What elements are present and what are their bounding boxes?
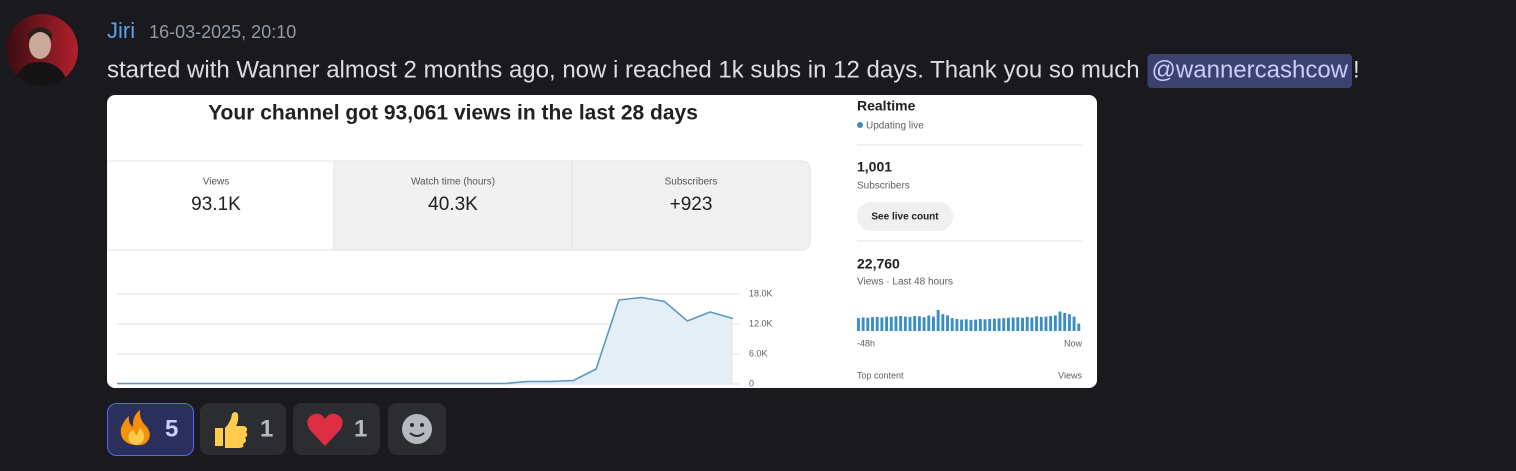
attachment-image[interactable]: Your channel got 93,061 views in the las… [107, 95, 1097, 388]
bar [997, 318, 1001, 331]
bar [1011, 317, 1015, 331]
area [117, 297, 733, 384]
tab-label: Views [203, 177, 230, 188]
thumbs-up-emoji [215, 412, 248, 448]
mention-background [1147, 54, 1352, 88]
bar [983, 319, 987, 331]
bar [913, 316, 917, 331]
views-label: Views · Last 48 hours [857, 277, 953, 288]
bar [1039, 316, 1043, 331]
subscriber-count: 1,001 [857, 159, 892, 175]
bar [932, 316, 935, 331]
bar [955, 319, 959, 331]
reaction-count: 1 [260, 415, 273, 442]
bar [1063, 313, 1067, 331]
bar [917, 316, 921, 331]
fire-core [128, 428, 144, 445]
bar [880, 317, 884, 331]
reaction-count: 5 [165, 415, 178, 442]
live-count-button[interactable] [857, 202, 953, 231]
bar [1016, 317, 1020, 331]
bar [1002, 318, 1006, 331]
bar [1030, 317, 1034, 331]
bar [1049, 316, 1053, 331]
bar [889, 316, 893, 331]
bar [978, 319, 982, 331]
tab-value: +923 [670, 194, 713, 215]
bar [1077, 323, 1081, 331]
bar [946, 315, 949, 331]
timestamp: 16-03-2025, 20:10 [149, 22, 296, 42]
message-end: ! [1353, 56, 1360, 83]
bar [866, 317, 870, 331]
bar [894, 316, 898, 331]
author[interactable]: Jiri [107, 18, 135, 43]
reaction-count: 1 [354, 415, 367, 442]
bar [899, 316, 903, 331]
bar [1072, 316, 1076, 331]
bar [969, 319, 973, 331]
bar [974, 319, 978, 331]
x-start-label: -48h [857, 338, 875, 348]
top-content-metric: Views [1058, 370, 1082, 380]
tab-label: Watch time (hours) [411, 177, 495, 188]
live-dot [857, 122, 863, 128]
views-count: 22,760 [857, 256, 900, 272]
realtime-status: Updating live [866, 121, 924, 132]
bar [936, 310, 940, 331]
y-tick-label: 6.0K [749, 348, 768, 358]
bar [964, 319, 968, 331]
eye [420, 423, 424, 427]
realtime-title: Realtime [857, 98, 916, 114]
bar [908, 316, 912, 331]
active-tab [107, 160, 335, 251]
bar [875, 316, 879, 331]
message-text: started with Wanner almost 2 months ago,… [107, 56, 1140, 83]
line [117, 296, 734, 385]
bar [992, 318, 996, 331]
eye [410, 423, 414, 427]
bar [1035, 316, 1039, 331]
y-tick-label: 18.0K [749, 288, 773, 298]
reactions: 5 1 1 [107, 403, 446, 456]
top-content: Top content [857, 370, 904, 380]
reaction-fire[interactable] [107, 403, 194, 456]
y-tick-label: 0 [749, 378, 754, 388]
bar [1021, 317, 1024, 331]
avatar[interactable] [6, 14, 78, 90]
bar [1044, 316, 1048, 331]
bar [1067, 314, 1071, 331]
bar [960, 319, 964, 331]
tab-value: 40.3K [428, 194, 478, 215]
heart-emoji [307, 413, 343, 446]
subscriber-label: Subscribers [857, 181, 910, 192]
y-tick-label: 12.0K [749, 318, 773, 328]
mention[interactable]: @wannercashcow [1152, 56, 1349, 83]
bar [1025, 316, 1029, 331]
add-reaction-icon [402, 414, 432, 444]
x-end-label: Now [1064, 338, 1083, 348]
bar [861, 317, 865, 331]
bar [950, 318, 954, 331]
bar [927, 315, 931, 331]
bar [903, 316, 907, 331]
bar [885, 316, 889, 331]
tab-value: 93.1K [191, 194, 241, 215]
bar [1058, 311, 1062, 331]
mouth [409, 432, 425, 437]
bar [1007, 317, 1010, 331]
bar [857, 318, 860, 331]
bar [871, 317, 874, 331]
bar [988, 319, 992, 331]
bar [922, 317, 926, 331]
bar [941, 314, 945, 331]
image-title: Your channel got 93,061 views in the las… [208, 102, 698, 125]
button-label: See live count [871, 212, 939, 223]
bar [1053, 315, 1057, 331]
tab-label: Subscribers [665, 177, 718, 188]
